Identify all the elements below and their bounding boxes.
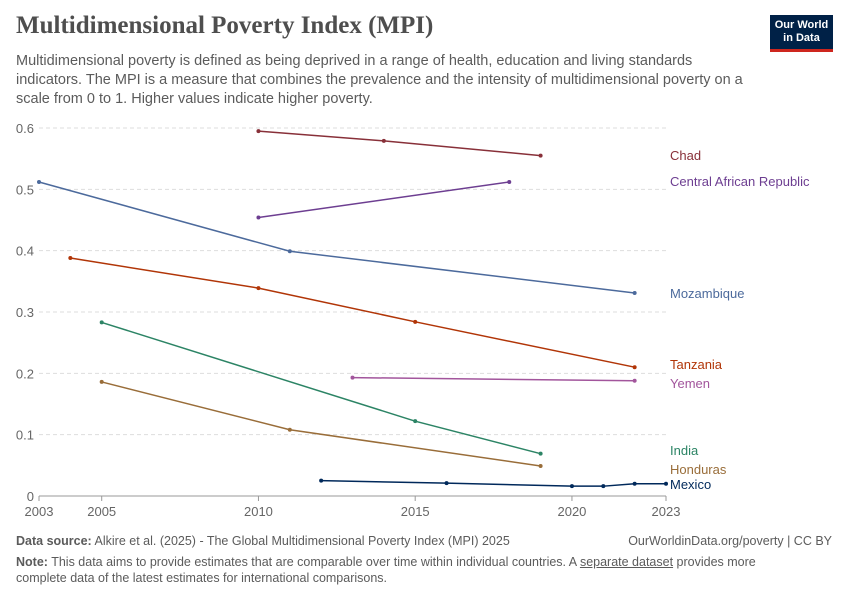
y-tick-label: 0.3 xyxy=(16,305,34,320)
data-point xyxy=(664,481,668,486)
data-point xyxy=(632,378,637,383)
data-point xyxy=(413,319,418,324)
data-point xyxy=(632,290,637,295)
data-point xyxy=(319,478,324,483)
data-point xyxy=(37,179,41,184)
y-tick-label: 0.2 xyxy=(16,366,34,381)
series-label: India xyxy=(670,443,699,458)
data-point xyxy=(538,463,543,468)
series-label: Chad xyxy=(670,148,701,163)
logo-line2: in Data xyxy=(783,32,820,44)
logo-line1: Our World xyxy=(774,19,829,31)
y-tick-label: 0.5 xyxy=(16,182,34,197)
chart-title: Multidimensional Poverty Index (MPI) xyxy=(16,12,434,39)
data-point xyxy=(381,138,386,143)
y-tick-label: 0.1 xyxy=(16,428,34,443)
data-point xyxy=(256,129,261,134)
data-point xyxy=(99,379,104,384)
y-tick-label: 0 xyxy=(27,489,34,504)
x-tick-label: 2023 xyxy=(652,504,681,519)
data-point xyxy=(444,481,449,486)
series-label: Mexico xyxy=(670,477,711,492)
series-label: Central African Republic xyxy=(670,174,810,189)
series-line-honduras xyxy=(101,381,541,467)
series-label: Tanzania xyxy=(670,357,723,372)
y-tick-label: 0.6 xyxy=(16,121,34,136)
x-tick-label: 2020 xyxy=(557,504,586,519)
data-point xyxy=(601,484,606,489)
data-source: Data source: Alkire et al. (2025) - The … xyxy=(16,534,510,548)
series-line-chad xyxy=(258,130,541,157)
series-label: Honduras xyxy=(670,462,727,477)
data-point xyxy=(350,375,355,380)
series-line-yemen xyxy=(352,376,635,382)
data-point xyxy=(287,249,292,254)
data-point xyxy=(256,215,261,220)
data-point xyxy=(569,484,574,489)
series-label: Mozambique xyxy=(670,286,744,301)
data-point xyxy=(632,481,637,486)
note-text: This data aims to provide estimates that… xyxy=(51,555,580,569)
note: Note: This data aims to provide estimate… xyxy=(16,554,796,586)
line-chart: 0 0.1 0.2 0.3 0.4 0.5 0.6 2003 2005 2010 2015 2020 2… xyxy=(16,121,810,519)
data-point xyxy=(632,365,637,370)
data-point xyxy=(413,419,418,424)
data-point xyxy=(99,320,104,325)
data-point xyxy=(538,451,543,456)
owid-logo[interactable]: Our World in Data xyxy=(770,15,833,52)
source-text: Alkire et al. (2025) - The Global Multid… xyxy=(94,534,510,548)
y-tick-label: 0.4 xyxy=(16,244,34,259)
series-line-mexico xyxy=(321,479,666,487)
x-tick-label: 2015 xyxy=(401,504,430,519)
source-url[interactable]: OurWorldinData.org/poverty | CC BY xyxy=(628,534,832,548)
x-tick-label: 2010 xyxy=(244,504,273,519)
x-tick-label: 2005 xyxy=(87,504,116,519)
data-point xyxy=(68,256,73,261)
data-point xyxy=(538,153,543,158)
note-label: Note: xyxy=(16,555,48,569)
series-label: Yemen xyxy=(670,376,710,391)
series-line-central-african-republic xyxy=(258,181,510,219)
data-point xyxy=(507,179,512,184)
series-line-tanzania xyxy=(70,257,635,368)
series-line-mozambique xyxy=(38,181,635,294)
data-point xyxy=(287,427,292,432)
chart-subtitle: Multidimensional poverty is defined as b… xyxy=(16,53,743,107)
note-text-2: provides more complete data of the lates… xyxy=(16,555,756,585)
data-point xyxy=(256,286,261,291)
source-label: Data source: xyxy=(16,534,92,548)
separate-dataset-link[interactable]: separate dataset xyxy=(579,555,674,569)
x-tick-label: 2003 xyxy=(25,504,54,519)
